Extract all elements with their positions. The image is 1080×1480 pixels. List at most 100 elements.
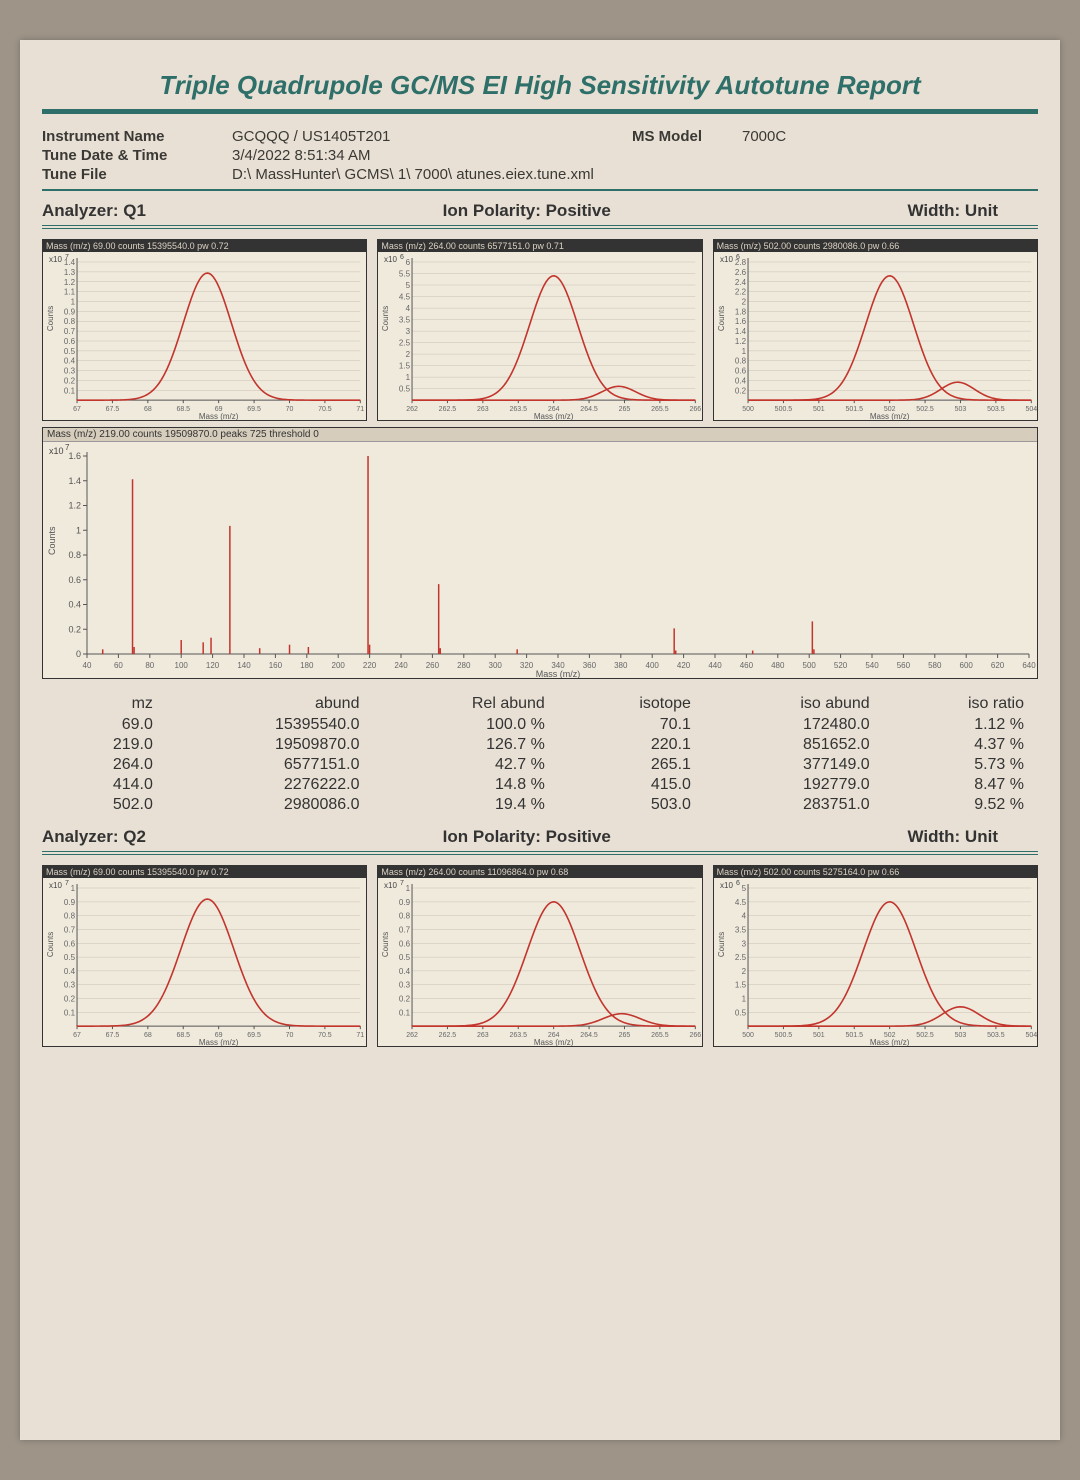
table-cell: 9.52 %: [884, 795, 1038, 815]
svg-text:620: 620: [991, 661, 1005, 670]
svg-text:500: 500: [742, 406, 754, 413]
svg-text:Counts: Counts: [381, 932, 390, 957]
table-cell: 19509870.0: [167, 735, 374, 755]
svg-text:0.6: 0.6: [399, 939, 411, 948]
table-header: mz: [42, 693, 167, 715]
svg-text:1.2: 1.2: [68, 501, 81, 511]
analyzer-row-q1: Analyzer: Q1 Ion Polarity: Positive Widt…: [42, 201, 1038, 221]
svg-text:71: 71: [356, 406, 364, 413]
svg-text:67: 67: [73, 1032, 81, 1039]
table-cell: 2276222.0: [167, 775, 374, 795]
svg-text:6: 6: [736, 880, 740, 887]
svg-text:220: 220: [363, 661, 377, 670]
svg-text:540: 540: [865, 661, 879, 670]
svg-text:7: 7: [65, 254, 69, 261]
svg-text:0.6: 0.6: [735, 367, 747, 376]
mini-chart-q2-1: Mass (m/z) 264.00 counts 11096864.0 pw 0…: [377, 865, 702, 1047]
svg-text:0.6: 0.6: [68, 575, 81, 585]
svg-text:280: 280: [457, 661, 471, 670]
svg-text:4: 4: [741, 912, 746, 921]
svg-text:0.2: 0.2: [68, 624, 81, 634]
analyzer-row-q2: Analyzer: Q2 Ion Polarity: Positive Widt…: [42, 827, 1038, 847]
svg-text:1.3: 1.3: [64, 268, 76, 277]
q2-mini-chart-row: Mass (m/z) 69.00 counts 15395540.0 pw 0.…: [42, 865, 1038, 1047]
meta-tunefile: Tune File D:\ MassHunter\ GCMS\ 1\ 7000\…: [42, 166, 1038, 183]
svg-text:0.3: 0.3: [64, 367, 76, 376]
svg-text:500.5: 500.5: [774, 1032, 792, 1039]
svg-text:0.8: 0.8: [399, 912, 411, 921]
table-header: abund: [167, 693, 374, 715]
svg-text:80: 80: [145, 661, 154, 670]
svg-text:0.3: 0.3: [399, 981, 411, 990]
chart-svg: 2.82.62.42.221.81.61.41.210.80.60.40.2x1…: [714, 240, 1037, 420]
table-cell: 414.0: [42, 775, 167, 795]
svg-text:100: 100: [175, 661, 189, 670]
svg-text:320: 320: [520, 661, 534, 670]
rule: [42, 189, 1038, 191]
table-cell: 415.0: [559, 775, 705, 795]
mini-chart-q1-2: Mass (m/z) 502.00 counts 2980086.0 pw 0.…: [713, 239, 1038, 421]
table-header: iso abund: [705, 693, 884, 715]
meta-datetime: Tune Date & Time 3/4/2022 8:51:34 AM: [42, 147, 1038, 164]
svg-text:600: 600: [960, 661, 974, 670]
svg-text:265: 265: [619, 1032, 631, 1039]
svg-text:2: 2: [406, 350, 411, 359]
svg-text:4: 4: [406, 304, 411, 313]
svg-text:503.5: 503.5: [987, 1032, 1005, 1039]
table-cell: 265.1: [559, 755, 705, 775]
svg-text:0.5: 0.5: [64, 347, 76, 356]
svg-text:0.8: 0.8: [735, 357, 747, 366]
svg-text:3.5: 3.5: [735, 925, 747, 934]
svg-text:2: 2: [741, 967, 746, 976]
svg-text:0.7: 0.7: [399, 925, 411, 934]
svg-text:0.7: 0.7: [64, 327, 76, 336]
svg-text:0.4: 0.4: [68, 600, 81, 610]
svg-text:69.5: 69.5: [247, 406, 261, 413]
table-cell: 219.0: [42, 735, 167, 755]
svg-text:0.5: 0.5: [399, 385, 411, 394]
table-row: 69.015395540.0100.0 %70.1172480.01.12 %: [42, 715, 1038, 735]
svg-text:504: 504: [1025, 406, 1037, 413]
table-cell: 502.0: [42, 795, 167, 815]
table-cell: 42.7 %: [373, 755, 558, 775]
svg-text:640: 640: [1022, 661, 1036, 670]
svg-text:500.5: 500.5: [774, 406, 792, 413]
svg-text:200: 200: [332, 661, 346, 670]
svg-text:0.9: 0.9: [64, 307, 76, 316]
svg-text:120: 120: [206, 661, 220, 670]
svg-text:502.5: 502.5: [916, 1032, 934, 1039]
svg-text:70.5: 70.5: [318, 406, 332, 413]
width-label: Width: Unit: [908, 201, 998, 221]
mini-chart-q2-0: Mass (m/z) 69.00 counts 15395540.0 pw 0.…: [42, 865, 367, 1047]
svg-text:5.5: 5.5: [399, 270, 411, 279]
svg-text:1: 1: [741, 347, 746, 356]
svg-text:0.5: 0.5: [735, 1008, 747, 1017]
table-row: 502.02980086.019.4 %503.0283751.09.52 %: [42, 795, 1038, 815]
svg-text:460: 460: [740, 661, 754, 670]
table-cell: 69.0: [42, 715, 167, 735]
svg-text:580: 580: [928, 661, 942, 670]
svg-text:265.5: 265.5: [651, 1032, 669, 1039]
analyzer-label: Analyzer: Q2: [42, 827, 146, 847]
q1-mini-chart-row: Mass (m/z) 69.00 counts 15395540.0 pw 0.…: [42, 239, 1038, 421]
svg-text:70.5: 70.5: [318, 1032, 332, 1039]
svg-text:264.5: 264.5: [581, 406, 599, 413]
svg-text:69.5: 69.5: [247, 1032, 261, 1039]
svg-text:263: 263: [477, 406, 489, 413]
svg-text:6: 6: [736, 254, 740, 261]
svg-text:262: 262: [407, 406, 419, 413]
meta-value: 3/4/2022 8:51:34 AM: [232, 147, 370, 164]
svg-text:501.5: 501.5: [845, 406, 863, 413]
svg-text:3: 3: [406, 327, 411, 336]
svg-text:x10: x10: [49, 446, 64, 456]
table-cell: 6577151.0: [167, 755, 374, 775]
svg-text:Counts: Counts: [46, 306, 55, 331]
svg-text:262: 262: [407, 1032, 419, 1039]
meta-label: Tune File: [42, 166, 232, 183]
svg-text:500: 500: [742, 1032, 754, 1039]
svg-text:265: 265: [619, 406, 631, 413]
svg-text:1.4: 1.4: [735, 327, 747, 336]
svg-text:2.5: 2.5: [399, 339, 411, 348]
svg-text:0.9: 0.9: [399, 898, 411, 907]
svg-text:7: 7: [65, 880, 69, 887]
